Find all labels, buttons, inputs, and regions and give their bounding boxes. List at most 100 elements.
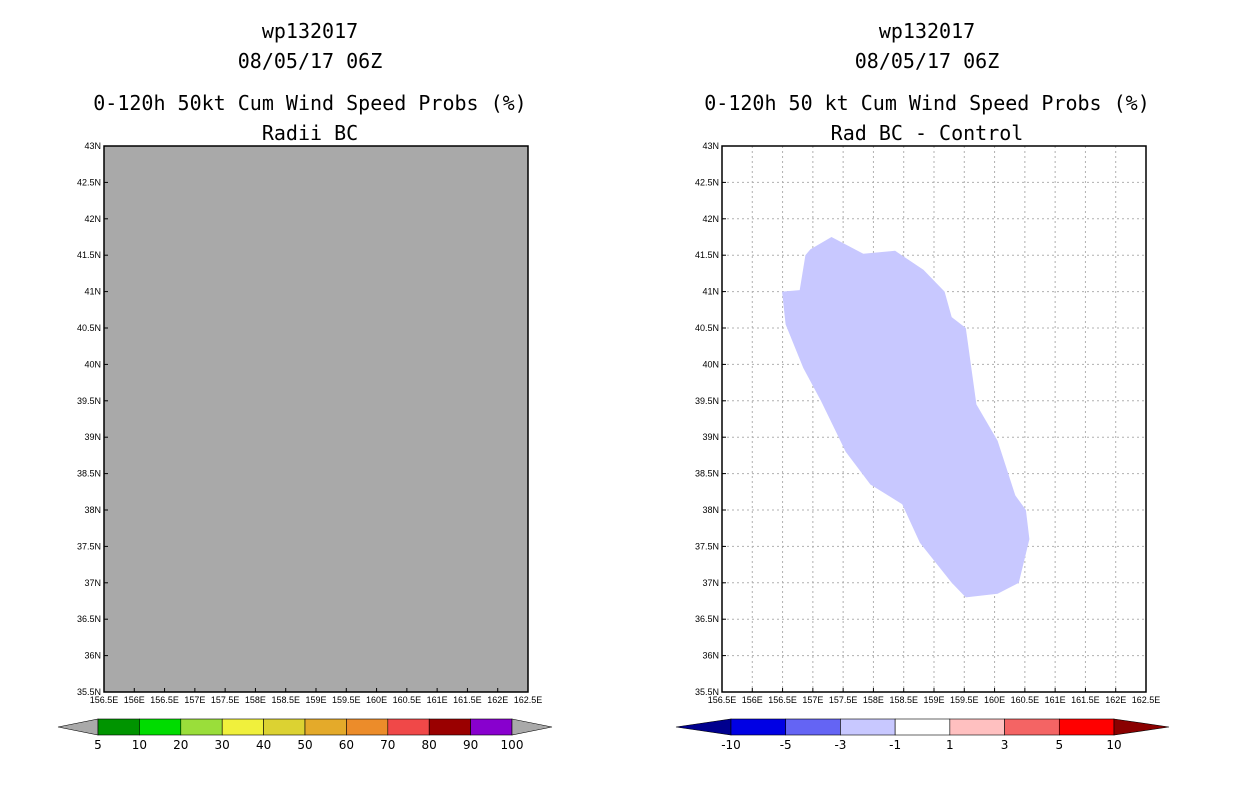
left-plot-frame [103, 145, 529, 693]
x-tick-label: 162E [1105, 695, 1126, 705]
colorbar-under-triangle [57, 718, 99, 736]
colorbar-swatch [785, 718, 841, 736]
colorbar-swatch [97, 718, 140, 736]
y-tick-label: 38.5N [77, 469, 101, 479]
y-tick-label: 37N [84, 578, 101, 588]
colorbar-over-triangle [1113, 718, 1170, 736]
x-tick-label: 160E [366, 695, 387, 705]
x-tick-label: 161.5E [1071, 695, 1100, 705]
y-tick-label: 39N [702, 432, 719, 442]
x-tick-label: 157.5E [829, 695, 858, 705]
x-tick-label: 162.5E [514, 695, 543, 705]
x-tick-label: 158E [863, 695, 884, 705]
colorbar-swatch [139, 718, 182, 736]
colorbar-label: -3 [834, 738, 846, 752]
colorbar-swatch [1004, 718, 1060, 736]
y-tick-label: 37N [702, 578, 719, 588]
colorbar-label: -5 [780, 738, 792, 752]
colorbar-over-triangle [511, 718, 553, 736]
x-tick-label: 159.5E [332, 695, 361, 705]
y-tick-label: 41N [84, 287, 101, 297]
colorbar-swatch [428, 718, 471, 736]
y-tick-label: 36.5N [77, 614, 101, 624]
y-tick-label: 36N [702, 651, 719, 661]
x-tick-label: 156.5E [90, 695, 119, 705]
difference-region [782, 237, 1030, 598]
y-tick-label: 39.5N [77, 396, 101, 406]
y-tick-label: 40.5N [77, 323, 101, 333]
x-tick-label: 158E [245, 695, 266, 705]
y-tick-label: 40N [84, 359, 101, 369]
colorbar-label: 10 [132, 738, 147, 752]
x-tick-label: 159.5E [950, 695, 979, 705]
x-tick-label: 156.5E [708, 695, 737, 705]
x-tick-label: 156.5E [768, 695, 797, 705]
colorbar-label: -10 [721, 738, 741, 752]
y-tick-label: 42.5N [695, 177, 719, 187]
right-date: 08/05/17 06Z [855, 49, 1000, 73]
colorbar-label: 1 [946, 738, 954, 752]
colorbar-swatch [730, 718, 787, 736]
x-tick-label: 161E [1045, 695, 1066, 705]
colorbar-label: 100 [501, 738, 524, 752]
x-tick-label: 157E [802, 695, 823, 705]
colorbar-label: 50 [297, 738, 312, 752]
left-colorbar: 5 10 20 30 40 50 60 70 80 90 100 [57, 718, 553, 752]
y-tick-label: 40.5N [695, 323, 719, 333]
right-panel: wp132017 08/05/17 06Z 0-120h 50 kt Cum W… [675, 19, 1170, 752]
left-storm-id: wp132017 [262, 19, 358, 43]
y-tick-label: 37.5N [695, 541, 719, 551]
x-tick-label: 162E [487, 695, 508, 705]
left-date: 08/05/17 06Z [238, 49, 383, 73]
right-plot-frame [721, 145, 1147, 693]
left-panel: wp132017 08/05/17 06Z 0-120h 50kt Cum Wi… [57, 19, 553, 752]
x-tick-label: 156.5E [150, 695, 179, 705]
x-tick-label: 157.5E [211, 695, 240, 705]
left-plot-subtitle: Radii BC [262, 121, 358, 145]
x-tick-label: 161E [427, 695, 448, 705]
y-tick-label: 41.5N [77, 250, 101, 260]
x-tick-label: 156E [742, 695, 763, 705]
y-tick-label: 38N [702, 505, 719, 515]
right-plot-subtitle: Rad BC - Control [831, 121, 1024, 145]
colorbar-label: 10 [1106, 738, 1121, 752]
colorbar-label: 3 [1001, 738, 1009, 752]
colorbar-swatch [221, 718, 264, 736]
y-tick-label: 39N [84, 432, 101, 442]
colorbar-label: 90 [463, 738, 478, 752]
right-axis-ticks: 156.5E 156E 156.5E 157E 157.5E 158E 158.5E 159E… [695, 141, 1160, 705]
colorbar-under-triangle [675, 718, 732, 736]
x-tick-label: 160.5E [393, 695, 422, 705]
x-tick-label: 158.5E [271, 695, 300, 705]
colorbar-swatch [949, 718, 1005, 736]
y-tick-label: 41N [702, 287, 719, 297]
y-tick-label: 43N [84, 141, 101, 151]
y-tick-label: 42.5N [77, 177, 101, 187]
x-tick-label: 157E [184, 695, 205, 705]
y-tick-label: 36N [84, 651, 101, 661]
x-tick-label: 156E [124, 695, 145, 705]
colorbar-swatch [346, 718, 389, 736]
colorbar-label: 40 [256, 738, 271, 752]
y-tick-label: 42N [702, 214, 719, 224]
y-tick-label: 35.5N [77, 687, 101, 697]
y-tick-label: 42N [84, 214, 101, 224]
right-colorbar: -10 -5 -3 -1 1 3 5 10 [675, 718, 1170, 752]
x-tick-label: 160E [984, 695, 1005, 705]
colorbar-swatch [894, 718, 951, 736]
colorbar-swatch [840, 718, 896, 736]
colorbar-swatch [263, 718, 306, 736]
colorbar-label: 20 [173, 738, 188, 752]
colorbar-label: 60 [339, 738, 354, 752]
y-tick-label: 35.5N [695, 687, 719, 697]
y-tick-label: 41.5N [695, 250, 719, 260]
x-tick-label: 159E [923, 695, 944, 705]
y-tick-label: 38.5N [695, 469, 719, 479]
x-tick-label: 158.5E [889, 695, 918, 705]
colorbar-swatch [180, 718, 223, 736]
colorbar-swatch [1058, 718, 1115, 736]
y-tick-label: 43N [702, 141, 719, 151]
left-plot-title: 0-120h 50kt Cum Wind Speed Probs (%) [93, 91, 526, 115]
colorbar-label: -1 [889, 738, 901, 752]
